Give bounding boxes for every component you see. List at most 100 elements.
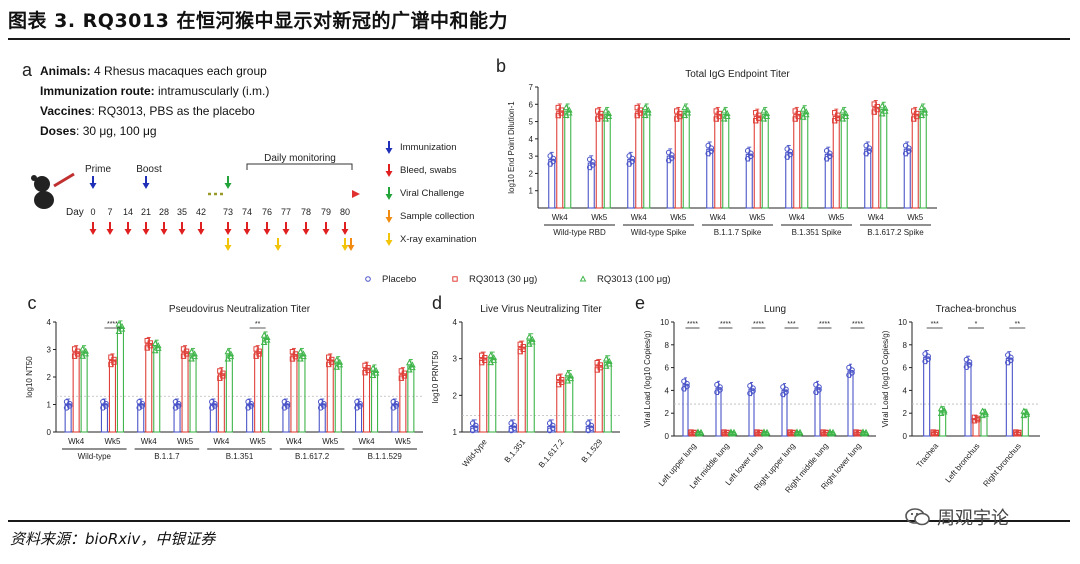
y-tick-label: 10	[660, 318, 669, 327]
data-point	[859, 428, 867, 435]
bar	[814, 387, 821, 437]
boost-label: Boost	[136, 164, 162, 175]
x-tick-label: Wk5	[749, 213, 766, 222]
data-point	[66, 403, 73, 409]
prime-arrow-head	[89, 183, 97, 189]
bar	[748, 388, 755, 437]
y-tick-label: 0	[665, 432, 670, 441]
group-label: B.1.351	[226, 452, 254, 461]
x-tick-label: Wk4	[710, 213, 727, 222]
data-point	[688, 429, 694, 435]
legend-label: Sample collection	[400, 211, 474, 222]
data-point	[209, 398, 215, 405]
figure-title: 图表 3. RQ3013 在恒河猴中显示对新冠的广谱中和能力	[8, 10, 508, 32]
y-tick-label: 6	[665, 364, 670, 373]
data-point	[256, 351, 262, 357]
data-point	[605, 112, 613, 119]
y-axis-label: log10 PRNT50	[431, 350, 440, 403]
day-tick: 28	[159, 207, 169, 217]
wechat-icon	[905, 508, 930, 526]
data-point	[144, 338, 150, 344]
significance-label: ****	[687, 321, 698, 328]
panel-a-line: Animals: 4 Rhesus macaques each group	[40, 64, 267, 78]
bleed-arrow-head	[160, 229, 168, 235]
xray-arrow-head	[341, 245, 349, 251]
data-point	[292, 353, 299, 360]
bar	[153, 346, 161, 433]
x-tick-label: Wk4	[286, 437, 303, 446]
x-tick-label: Wk5	[250, 437, 267, 446]
group-label: Wild-type	[78, 452, 112, 461]
x-tick-label: B.1.351	[503, 437, 528, 464]
data-point	[63, 398, 70, 405]
source-footer: 资料来源：bioRxiv，中银证券	[10, 530, 216, 548]
data-point	[172, 398, 179, 405]
data-point	[151, 339, 159, 346]
data-point	[320, 403, 327, 409]
data-point	[1020, 407, 1028, 414]
data-point	[401, 373, 408, 379]
bar	[753, 115, 761, 209]
data-point	[528, 338, 536, 345]
legend-arrow-head	[385, 171, 393, 177]
data-point	[586, 156, 593, 163]
y-axis-label: log10 NT50	[25, 356, 34, 398]
y-tick-label: 0	[47, 428, 52, 437]
data-point	[937, 405, 945, 412]
data-point	[780, 384, 786, 390]
data-point	[866, 148, 873, 154]
bar	[911, 114, 919, 209]
x-tick-label: Wk5	[828, 213, 845, 222]
data-point	[863, 142, 870, 149]
data-point	[111, 359, 117, 365]
bar	[603, 361, 612, 433]
panel-a-line-label: Doses	[40, 124, 76, 138]
monitor-label: Daily monitoring	[264, 153, 336, 164]
data-point	[1016, 430, 1022, 436]
bar	[682, 384, 689, 437]
day-tick: 74	[242, 207, 252, 217]
bar	[919, 110, 927, 209]
bleed-arrow-head	[224, 229, 232, 235]
data-point	[263, 336, 271, 343]
sample-arrow-head	[347, 245, 355, 251]
bar	[840, 114, 848, 209]
legend-arrow-head	[385, 217, 393, 223]
bar	[635, 110, 643, 209]
data-point	[1023, 410, 1031, 417]
data-point	[547, 153, 554, 159]
data-point	[760, 428, 768, 435]
data-point	[217, 368, 223, 374]
watermark-text: 周观宇论	[937, 508, 1009, 529]
data-point	[795, 113, 801, 120]
bar	[72, 351, 80, 433]
data-point	[641, 103, 649, 111]
data-point	[799, 105, 807, 112]
data-point	[826, 428, 834, 435]
legend-label: Viral Challenge	[400, 188, 464, 199]
data-point	[520, 346, 526, 353]
bleed-arrow-head	[124, 229, 132, 235]
panel-a-letter: a	[22, 60, 33, 80]
data-point	[482, 357, 488, 364]
data-point	[297, 348, 304, 355]
day-tick: 76	[262, 207, 272, 217]
data-point	[802, 111, 810, 118]
panel-a-line-label: Animals:	[40, 64, 91, 78]
x-tick-label: Wk5	[177, 437, 194, 446]
legend-label: Bleed, swabs	[400, 165, 457, 176]
data-point	[727, 428, 735, 435]
x-tick-label: Wk4	[868, 213, 885, 222]
panel-a-line-label: Immunization route:	[40, 84, 155, 98]
bar	[847, 370, 854, 437]
x-tick-label: Wk4	[213, 437, 230, 446]
challenge-arrow-head	[224, 183, 232, 189]
group-label: B.1.617.2	[295, 452, 330, 461]
data-point	[940, 408, 948, 415]
bar	[145, 343, 153, 433]
day-tick: 35	[177, 207, 187, 217]
data-point	[753, 110, 759, 116]
data-point	[245, 398, 251, 405]
data-point	[549, 425, 556, 431]
